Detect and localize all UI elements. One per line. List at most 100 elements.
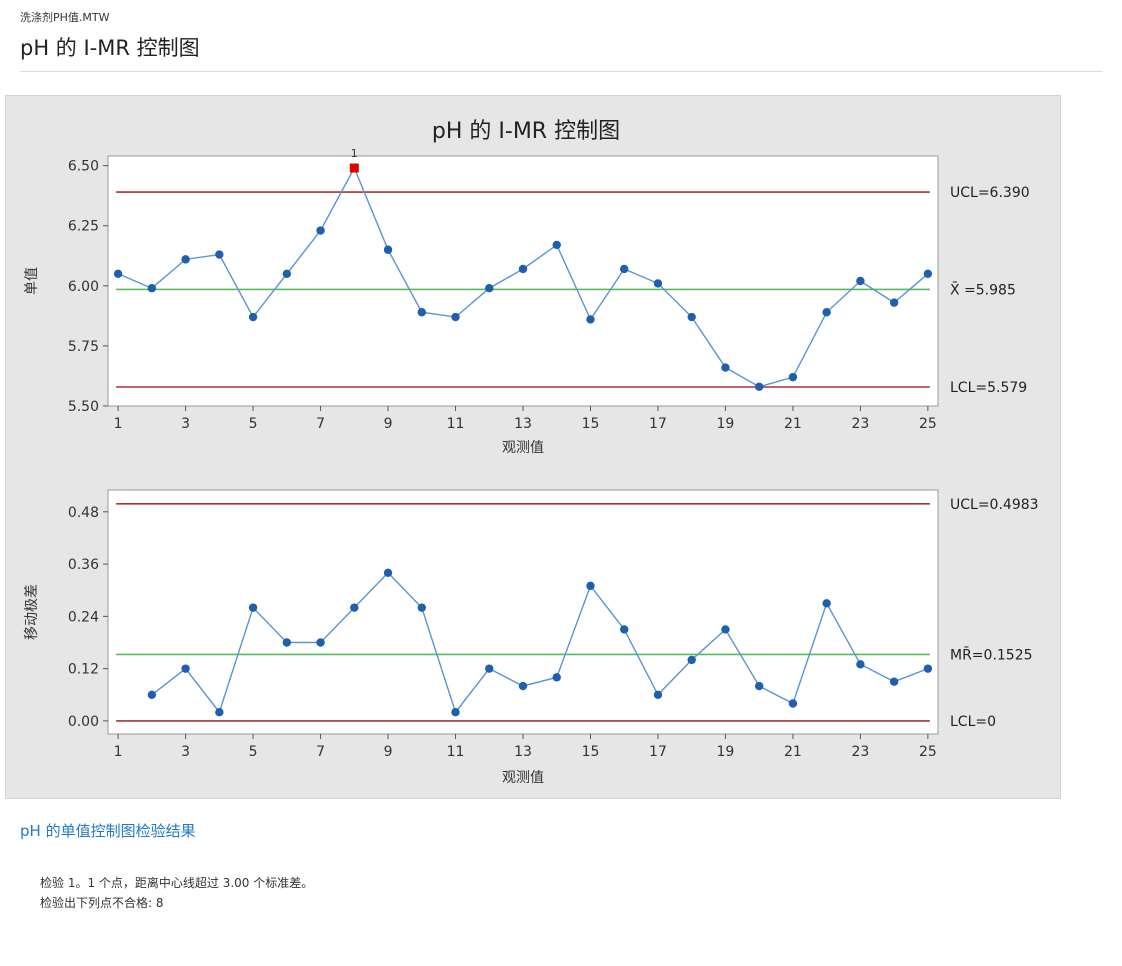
individuals-data-point bbox=[586, 315, 595, 324]
moving-range-x-tick-label: 19 bbox=[717, 744, 735, 760]
individuals-data-point bbox=[923, 269, 933, 278]
chart-title: pH 的 I-MR 控制图 bbox=[432, 119, 620, 144]
moving-range-data-point bbox=[721, 625, 730, 634]
moving-range-data-point bbox=[350, 603, 359, 612]
moving-range-data-point bbox=[653, 690, 663, 699]
moving-range-data-point bbox=[552, 673, 561, 682]
individuals-x-axis-label: 观测值 bbox=[502, 440, 544, 456]
individuals-x-tick-label: 13 bbox=[514, 416, 532, 432]
moving-range-data-point bbox=[215, 708, 224, 717]
moving-range-data-point bbox=[518, 681, 528, 691]
individuals-data-point bbox=[383, 245, 393, 254]
moving-range-y-tick-label: 0.12 bbox=[68, 662, 99, 678]
page-title: pH 的 I-MR 控制图 bbox=[20, 36, 200, 60]
moving-range-x-tick-label: 1 bbox=[114, 744, 123, 760]
individuals-data-point bbox=[248, 312, 258, 322]
individuals-center-label: X̄ =5.985 bbox=[950, 281, 1016, 299]
moving-range-data-point bbox=[451, 708, 460, 717]
moving-range-y-tick-label: 0.24 bbox=[68, 609, 99, 625]
moving-range-x-tick-label: 15 bbox=[582, 744, 600, 760]
individuals-x-tick-label: 9 bbox=[384, 416, 393, 432]
moving-range-x-axis-label: 观测值 bbox=[502, 770, 544, 786]
individuals-data-point bbox=[856, 276, 865, 286]
moving-range-data-point bbox=[282, 638, 292, 647]
individuals-x-tick-label: 17 bbox=[649, 416, 667, 432]
moving-range-data-point bbox=[485, 664, 494, 673]
individuals-x-tick-label: 23 bbox=[851, 416, 869, 432]
moving-range-x-tick-label: 9 bbox=[384, 744, 393, 760]
results-line-failed-points: 检验出下列点不合格: 8 bbox=[40, 896, 164, 910]
moving-range-x-tick-label: 23 bbox=[851, 744, 869, 760]
individuals-y-tick-label: 6.00 bbox=[68, 279, 99, 295]
moving-range-y-tick-label: 0.48 bbox=[68, 505, 99, 521]
moving-range-y-tick-label: 0.00 bbox=[68, 714, 99, 730]
individuals-plot-area bbox=[107, 155, 939, 407]
moving-range-lcl-label: LCL=0 bbox=[950, 714, 996, 730]
moving-range-data-point bbox=[687, 655, 696, 665]
individuals-x-tick-label: 15 bbox=[582, 416, 600, 432]
moving-range-x-tick-label: 5 bbox=[249, 744, 258, 760]
moving-range-data-point bbox=[889, 677, 899, 686]
imr-control-chart: pH 的 I-MR 控制图 5.505.756.006.256.501 3 5 7 9 1… bbox=[24, 119, 1039, 786]
individuals-x-tick-label: 1 bbox=[114, 416, 123, 432]
moving-range-data-point bbox=[316, 638, 325, 647]
moving-range-ucl-label: UCL=0.4983 bbox=[950, 497, 1039, 513]
moving-range-x-tick-label: 25 bbox=[919, 744, 937, 760]
results-heading: pH 的单值控制图检验结果 bbox=[20, 822, 196, 840]
individuals-data-point bbox=[754, 382, 764, 391]
individuals-flag-label: 1 bbox=[351, 147, 358, 160]
individuals-data-point bbox=[485, 284, 494, 293]
moving-range-x-tick-label: 3 bbox=[181, 744, 190, 760]
moving-range-x-tick-label: 7 bbox=[316, 744, 325, 760]
moving-range-y-tick-label: 0.36 bbox=[68, 557, 99, 573]
individuals-y-tick-label: 5.50 bbox=[68, 399, 99, 415]
individuals-y-axis-label: 单值 bbox=[24, 267, 40, 295]
moving-range-data-point bbox=[923, 664, 933, 673]
moving-range-data-point bbox=[147, 690, 157, 699]
individuals-data-point bbox=[687, 312, 696, 322]
moving-range-data-point bbox=[248, 603, 258, 612]
individuals-data-point bbox=[451, 312, 460, 322]
moving-range-plot-area bbox=[107, 489, 939, 735]
individuals-data-point bbox=[417, 308, 426, 317]
moving-range-x-tick-label: 17 bbox=[649, 744, 667, 760]
individuals-ucl-label: UCL=6.390 bbox=[950, 185, 1030, 201]
moving-range-x-tick-label: 11 bbox=[447, 744, 465, 760]
individuals-x-tick-label: 11 bbox=[447, 416, 465, 432]
moving-range-data-point bbox=[620, 625, 629, 634]
moving-range-data-point bbox=[754, 681, 764, 691]
individuals-data-point bbox=[282, 269, 292, 278]
moving-range-data-point bbox=[181, 664, 190, 673]
individuals-data-point bbox=[181, 255, 190, 264]
moving-range-y-axis-label: 移动极差 bbox=[24, 584, 40, 640]
individuals-data-point bbox=[316, 226, 325, 235]
individuals-data-point bbox=[518, 264, 528, 274]
individuals-data-point bbox=[653, 279, 663, 288]
individuals-x-tick-label: 19 bbox=[717, 416, 735, 432]
moving-range-data-point bbox=[586, 581, 595, 591]
moving-range-x-tick-label: 13 bbox=[514, 744, 532, 760]
moving-range-x-tick-label: 21 bbox=[784, 744, 802, 760]
individuals-lcl-label: LCL=5.579 bbox=[950, 380, 1027, 396]
moving-range-data-point bbox=[856, 660, 865, 669]
moving-range-data-point bbox=[788, 699, 798, 708]
moving-range-center-label: MR̄=0.1525 bbox=[950, 646, 1033, 664]
individuals-x-tick-label: 25 bbox=[919, 416, 937, 432]
individuals-y-tick-label: 6.50 bbox=[68, 159, 99, 175]
results-line-test1: 检验 1。1 个点，距离中心线超过 3.00 个标准差。 bbox=[40, 876, 314, 890]
header-divider bbox=[20, 71, 1103, 72]
individuals-x-tick-label: 21 bbox=[784, 416, 802, 432]
moving-range-series-line bbox=[151, 571, 929, 714]
individuals-data-point bbox=[113, 269, 123, 278]
individuals-x-tick-label: 3 bbox=[181, 416, 190, 432]
individuals-x-tick-label: 7 bbox=[316, 416, 325, 432]
individuals-data-point bbox=[889, 298, 899, 307]
individuals-y-tick-label: 6.25 bbox=[68, 219, 99, 235]
chart-panel: pH 的 I-MR 控制图 5.50 5.75 6.00 6.25 6.50 1 3 5 7 9 1… bbox=[5, 95, 1061, 799]
moving-range-data-point bbox=[417, 603, 426, 612]
file-name: 洗涤剂PH值.MTW bbox=[20, 11, 110, 24]
individuals-data-point bbox=[721, 363, 730, 372]
moving-range-data-point bbox=[383, 568, 393, 577]
individuals-data-point bbox=[822, 308, 831, 317]
individuals-data-point bbox=[147, 284, 157, 293]
